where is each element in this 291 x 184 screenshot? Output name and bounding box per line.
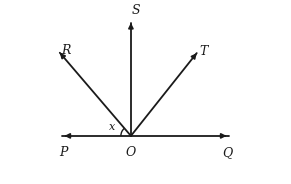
Text: x: x bbox=[109, 122, 115, 132]
Text: S: S bbox=[132, 4, 141, 17]
Text: R: R bbox=[61, 44, 71, 57]
Text: P: P bbox=[59, 146, 68, 159]
Text: Q: Q bbox=[222, 146, 233, 159]
Text: T: T bbox=[200, 45, 208, 58]
Text: O: O bbox=[126, 146, 136, 159]
